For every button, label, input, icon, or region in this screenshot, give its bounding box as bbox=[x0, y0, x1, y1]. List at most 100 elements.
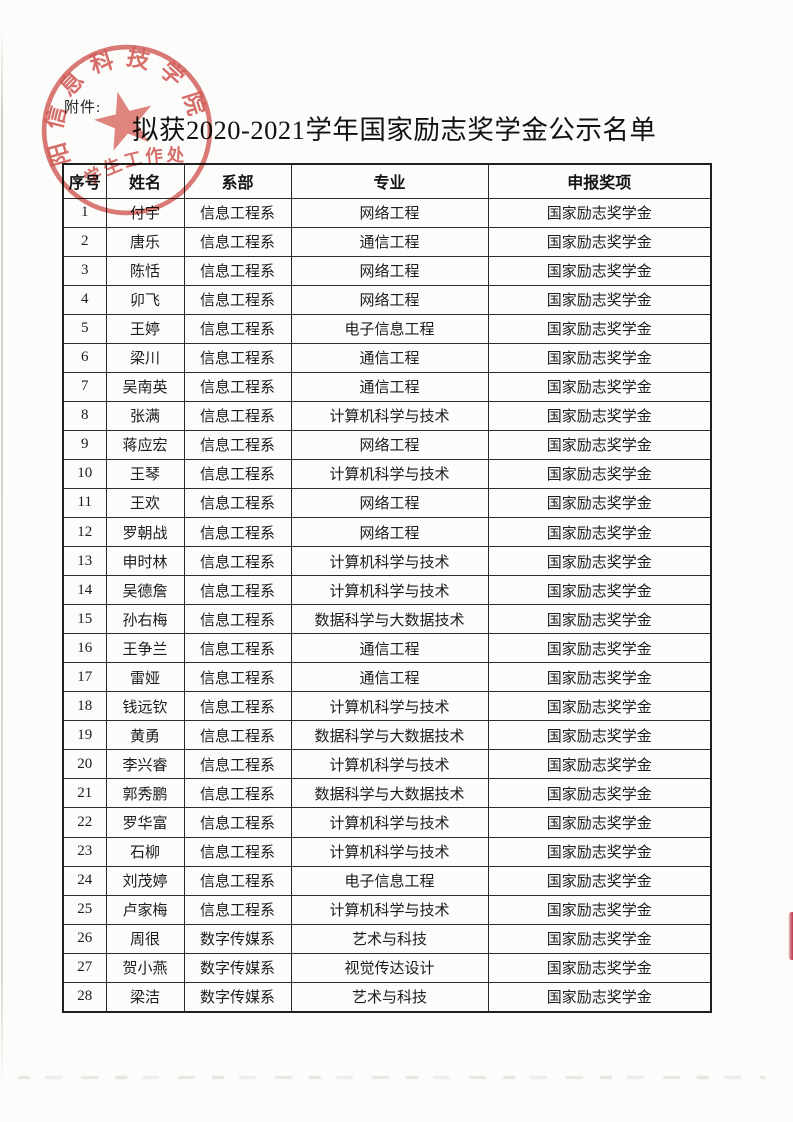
table-cell: 国家励志奖学金 bbox=[487, 284, 712, 315]
table-cell: 信息工程系 bbox=[183, 865, 292, 896]
table-cell: 计算机科学与技术 bbox=[290, 400, 489, 431]
table-cell: 艺术与科技 bbox=[290, 981, 489, 1013]
table-cell: 数据科学与大数据技术 bbox=[290, 604, 489, 635]
table-cell: 网络工程 bbox=[290, 255, 489, 286]
table-cell: 1 bbox=[62, 197, 107, 228]
table-cell: 信息工程系 bbox=[183, 778, 292, 809]
table-cell: 16 bbox=[62, 633, 107, 664]
table-cell: 26 bbox=[62, 923, 107, 954]
table-cell: 网络工程 bbox=[290, 429, 489, 460]
table-cell: 石柳 bbox=[105, 836, 185, 867]
table-row: 2 唐乐 信息工程系 通信工程 国家励志奖学金 bbox=[62, 226, 712, 257]
table-cell: 电子信息工程 bbox=[290, 865, 489, 896]
table-cell: 申时林 bbox=[105, 546, 185, 577]
table-cell: 20 bbox=[62, 749, 107, 780]
scan-noise-artifact bbox=[18, 1076, 766, 1079]
table-cell: 网络工程 bbox=[290, 284, 489, 315]
table-row: 28 梁洁 数字传媒系 艺术与科技 国家励志奖学金 bbox=[62, 981, 712, 1013]
table-cell: 信息工程系 bbox=[183, 342, 292, 373]
table-cell: 数据科学与大数据技术 bbox=[290, 720, 489, 751]
table-cell: 国家励志奖学金 bbox=[487, 923, 712, 954]
table-cell: 24 bbox=[62, 865, 107, 896]
table-cell: 21 bbox=[62, 778, 107, 809]
table-cell: 信息工程系 bbox=[183, 604, 292, 635]
table-cell: 计算机科学与技术 bbox=[290, 836, 489, 867]
table-row: 23 石柳 信息工程系 计算机科学与技术 国家励志奖学金 bbox=[62, 836, 712, 867]
table-header-row: 序号 姓名 系部 专业 申报奖项 bbox=[62, 163, 712, 199]
table-cell: 23 bbox=[62, 836, 107, 867]
table-cell: 25 bbox=[62, 894, 107, 925]
page-title: 拟获2020-2021学年国家励志奖学金公示名单 bbox=[132, 115, 657, 145]
table-cell: 艺术与科技 bbox=[290, 923, 489, 954]
table-cell: 计算机科学与技术 bbox=[290, 807, 489, 838]
table-cell: 信息工程系 bbox=[183, 487, 292, 519]
table-cell: 信息工程系 bbox=[183, 255, 292, 286]
table-cell: 12 bbox=[62, 517, 107, 548]
table-cell: 钱远钦 bbox=[105, 691, 185, 722]
table-cell: 信息工程系 bbox=[183, 836, 292, 867]
table-cell: 付宇 bbox=[105, 197, 185, 228]
table-row: 19 黄勇 信息工程系 数据科学与大数据技术 国家励志奖学金 bbox=[62, 720, 712, 751]
table-row: 22 罗华富 信息工程系 计算机科学与技术 国家励志奖学金 bbox=[62, 807, 712, 838]
table-cell: 吴南英 bbox=[105, 371, 185, 402]
table-cell: 3 bbox=[62, 255, 107, 286]
table-cell: 卯飞 bbox=[105, 284, 185, 315]
table-cell: 唐乐 bbox=[105, 226, 185, 257]
table-row: 5 王婷 信息工程系 电子信息工程 国家励志奖学金 bbox=[62, 313, 712, 344]
table-cell: 信息工程系 bbox=[183, 633, 292, 664]
table-row: 7 吴南英 信息工程系 通信工程 国家励志奖学金 bbox=[62, 371, 712, 402]
table-cell: 国家励志奖学金 bbox=[487, 487, 712, 519]
table-cell: 国家励志奖学金 bbox=[487, 197, 712, 228]
table-cell: 10 bbox=[62, 458, 107, 489]
table-cell: 王欢 bbox=[105, 487, 185, 519]
table-cell: 信息工程系 bbox=[183, 197, 292, 228]
table-cell: 蒋应宏 bbox=[105, 429, 185, 460]
table-cell: 计算机科学与技术 bbox=[290, 575, 489, 606]
table-cell: 国家励志奖学金 bbox=[487, 720, 712, 751]
table-cell: 电子信息工程 bbox=[290, 313, 489, 344]
table-cell: 通信工程 bbox=[290, 342, 489, 373]
table-cell: 9 bbox=[62, 429, 107, 460]
table-cell: 国家励志奖学金 bbox=[487, 604, 712, 635]
table-cell: 28 bbox=[62, 981, 107, 1013]
table-cell: 罗华富 bbox=[105, 807, 185, 838]
table-cell: 国家励志奖学金 bbox=[487, 662, 712, 693]
table-cell: 6 bbox=[62, 342, 107, 373]
table-cell: 网络工程 bbox=[290, 487, 489, 519]
table-cell: 国家励志奖学金 bbox=[487, 517, 712, 548]
table-cell: 国家励志奖学金 bbox=[487, 371, 712, 402]
attachment-label: 附件: bbox=[64, 100, 102, 116]
table-cell: 信息工程系 bbox=[183, 749, 292, 780]
table-row: 20 李兴睿 信息工程系 计算机科学与技术 国家励志奖学金 bbox=[62, 749, 712, 780]
table-cell: 国家励志奖学金 bbox=[487, 429, 712, 460]
table-cell: 数字传媒系 bbox=[183, 923, 292, 954]
table-cell: 国家励志奖学金 bbox=[487, 807, 712, 838]
table-cell: 信息工程系 bbox=[183, 575, 292, 606]
table-cell: 国家励志奖学金 bbox=[487, 981, 712, 1013]
table-row: 24 刘茂婷 信息工程系 电子信息工程 国家励志奖学金 bbox=[62, 865, 712, 896]
table-cell: 国家励志奖学金 bbox=[487, 865, 712, 896]
table-cell: 信息工程系 bbox=[183, 226, 292, 257]
table-cell: 计算机科学与技术 bbox=[290, 546, 489, 577]
table-cell: 13 bbox=[62, 546, 107, 577]
table-row: 16 王争兰 信息工程系 通信工程 国家励志奖学金 bbox=[62, 633, 712, 664]
table-cell: 信息工程系 bbox=[183, 313, 292, 344]
table-row: 21 郭秀鹏 信息工程系 数据科学与大数据技术 国家励志奖学金 bbox=[62, 778, 712, 809]
table-cell: 孙右梅 bbox=[105, 604, 185, 635]
table-cell: 国家励志奖学金 bbox=[487, 778, 712, 809]
table-row: 15 孙右梅 信息工程系 数据科学与大数据技术 国家励志奖学金 bbox=[62, 604, 712, 635]
table-cell: 国家励志奖学金 bbox=[487, 691, 712, 722]
table-cell: 国家励志奖学金 bbox=[487, 342, 712, 373]
table-cell: 信息工程系 bbox=[183, 429, 292, 460]
table-row: 4 卯飞 信息工程系 网络工程 国家励志奖学金 bbox=[62, 284, 712, 315]
seal-ring-text: 阳信息科技学院 bbox=[24, 27, 215, 169]
table-cell: 吴德詹 bbox=[105, 575, 185, 606]
table-cell: 信息工程系 bbox=[183, 546, 292, 577]
table-cell: 信息工程系 bbox=[183, 807, 292, 838]
table-row: 10 王琴 信息工程系 计算机科学与技术 国家励志奖学金 bbox=[62, 458, 712, 489]
table-row: 17 雷娅 信息工程系 通信工程 国家励志奖学金 bbox=[62, 662, 712, 693]
table-cell: 刘茂婷 bbox=[105, 865, 185, 896]
table-cell: 国家励志奖学金 bbox=[487, 546, 712, 577]
table-row: 12 罗朝战 信息工程系 网络工程 国家励志奖学金 bbox=[62, 517, 712, 548]
table-cell: 信息工程系 bbox=[183, 894, 292, 925]
